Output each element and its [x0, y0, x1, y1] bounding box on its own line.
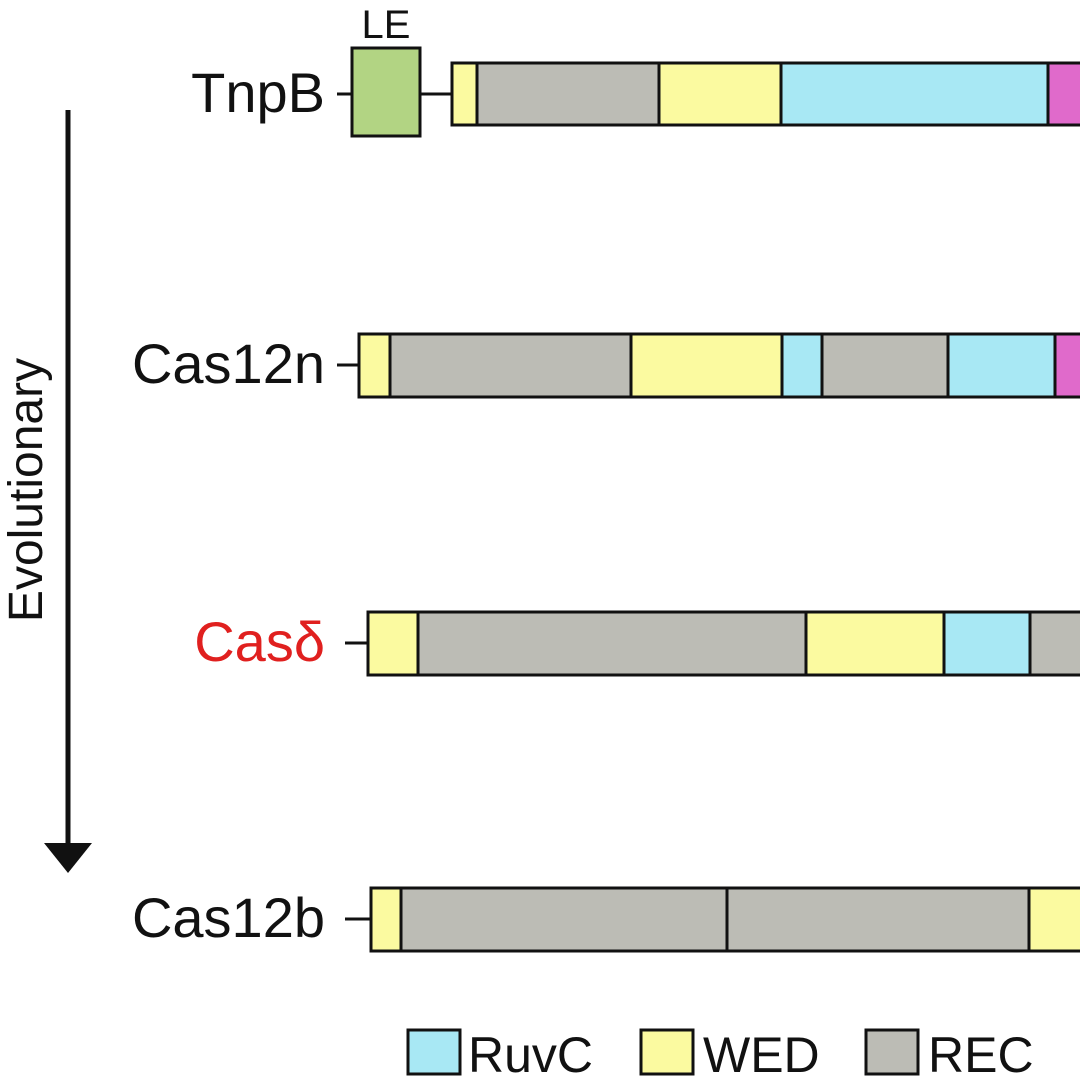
- wed-domain: [629, 332, 784, 399]
- wed-domain: [657, 61, 783, 127]
- tnpb-row: TnpB LE: [191, 3, 1080, 138]
- rec-domain: [1028, 610, 1080, 677]
- legend-swatch-ruvc: [406, 1028, 462, 1076]
- legend-swatch-rec: [864, 1028, 920, 1076]
- ruvc-domain: [780, 332, 824, 399]
- wed-domain: [1027, 886, 1080, 953]
- legend-swatch-wed: [639, 1028, 695, 1076]
- wed-domain: [450, 61, 479, 127]
- rec-domain: [399, 886, 729, 953]
- wed-domain: [804, 610, 946, 677]
- cas12n-row: Cas12n: [132, 332, 1080, 399]
- evolution-axis-label: Evolutionary: [0, 358, 53, 622]
- legend-label-rec: REC: [928, 1027, 1034, 1081]
- extra-domain: [1053, 332, 1080, 399]
- legend: RuvC WED REC: [406, 1027, 1034, 1081]
- rec-domain: [820, 332, 950, 399]
- wed-domain: [366, 610, 420, 677]
- wed-domain: [369, 886, 403, 953]
- rec-domain: [725, 886, 1031, 953]
- protein-label-cas12b: Cas12b: [132, 886, 325, 949]
- legend-label-ruvc: RuvC: [468, 1027, 593, 1081]
- ruvc-domain: [946, 332, 1057, 399]
- protein-label-tnpb: TnpB: [191, 61, 325, 124]
- extra-domain: [1046, 61, 1080, 127]
- rec-domain: [475, 61, 661, 127]
- evolution-arrow: [44, 110, 92, 873]
- le-domain: [350, 46, 422, 138]
- casdelta-row: Casδ: [194, 610, 1080, 677]
- ruvc-domain: [779, 61, 1050, 127]
- ruvc-domain: [942, 610, 1032, 677]
- legend-label-wed: WED: [703, 1027, 820, 1081]
- protein-label-cas12n: Cas12n: [132, 332, 325, 395]
- wed-domain: [357, 332, 392, 399]
- le-label: LE: [362, 3, 411, 47]
- rec-domain: [388, 332, 633, 399]
- rec-domain: [416, 610, 808, 677]
- cas12b-row: Cas12b: [132, 886, 1080, 953]
- protein-label-casdelta: Casδ: [194, 610, 325, 673]
